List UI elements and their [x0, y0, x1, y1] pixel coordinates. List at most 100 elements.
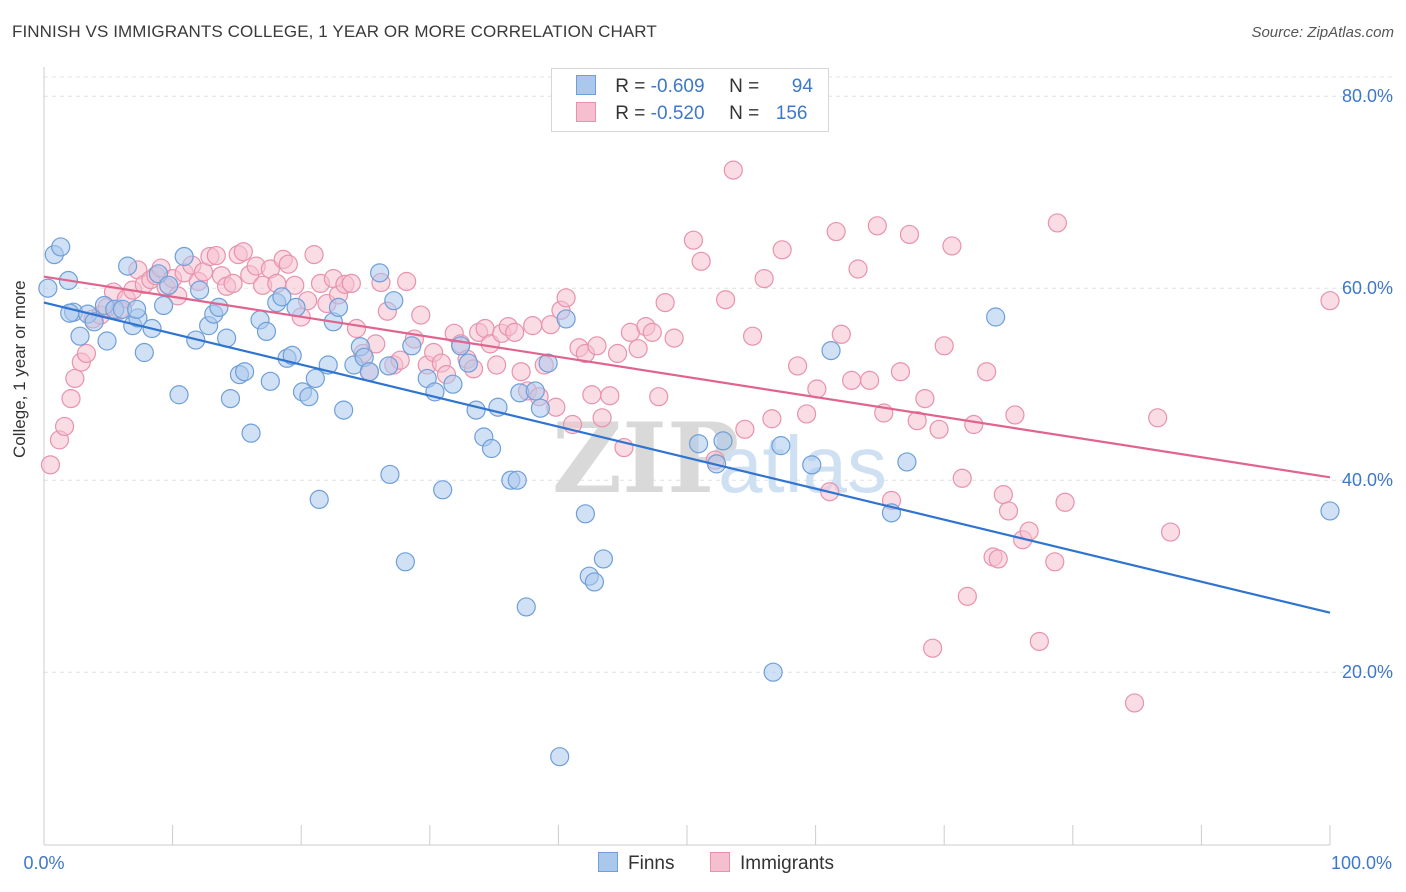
immigrants-point	[505, 322, 525, 342]
finns-point	[126, 299, 147, 319]
finns-point	[771, 436, 791, 456]
finns-point	[466, 400, 486, 420]
finns-point	[688, 434, 709, 454]
immigrants-n-label: N =	[729, 103, 760, 124]
immigrants-point	[40, 455, 61, 475]
finns-trend-line	[43, 301, 1331, 614]
finns-point	[70, 326, 90, 346]
immigrants-point	[223, 273, 243, 293]
immigrants-point	[942, 236, 962, 256]
immigrants-r-label: R =	[615, 103, 646, 124]
finns-point	[713, 431, 733, 451]
immigrants-point	[787, 356, 808, 376]
finns-point	[451, 336, 471, 356]
finns-point	[235, 362, 255, 382]
source-label: Source: ZipAtlas.com	[1251, 24, 1394, 41]
finns-point	[538, 353, 558, 373]
immigrants-point	[411, 305, 431, 325]
immigrants-point	[957, 586, 977, 606]
finns-point	[97, 331, 117, 351]
legend-row-finns: R = -0.609 N = 94	[576, 75, 813, 99]
immigrants-point	[842, 370, 862, 390]
finns-point	[256, 321, 277, 341]
finns-point	[220, 389, 241, 409]
immigrants-point	[1045, 552, 1065, 572]
finns-point	[458, 353, 478, 373]
finns-point	[384, 291, 404, 311]
immigrants-point	[762, 409, 782, 429]
immigrants-point	[754, 269, 774, 289]
finns-point	[328, 297, 349, 317]
immigrants-r-value: -0.520	[650, 103, 705, 124]
immigrants-point	[592, 408, 612, 428]
immigrants-point	[1029, 631, 1049, 652]
finns-point	[260, 371, 280, 391]
tick-labels: 20.0% 40.0% 60.0% 80.0% 0.0% 100.0%	[23, 86, 1393, 873]
immigrants-point	[907, 411, 927, 431]
finns-point	[38, 278, 58, 298]
finns-point	[763, 662, 783, 682]
finns-point	[334, 400, 354, 420]
immigrants-point	[735, 419, 755, 439]
immigrants-swatch	[576, 102, 596, 122]
immigrants-point	[642, 322, 662, 342]
immigrants-point	[655, 293, 675, 313]
x-tick-label: 100.0%	[1331, 853, 1392, 873]
immigrants-point	[867, 216, 887, 236]
finns-n-label: N =	[729, 76, 760, 97]
finns-point	[190, 280, 210, 300]
immigrants-point	[952, 468, 972, 488]
immigrants-point	[1047, 213, 1067, 233]
correlation-legend: R = -0.609 N = 94 R = -0.520 N = 156	[551, 68, 829, 132]
finns-point	[370, 263, 390, 283]
finns-point	[584, 572, 605, 592]
finns-r-label: R =	[615, 76, 646, 97]
finns-point	[117, 256, 138, 276]
finns-point	[380, 464, 400, 485]
immigrants-point	[664, 328, 684, 348]
immigrants-point	[278, 254, 298, 274]
immigrants-point	[977, 362, 997, 382]
immigrants-point	[742, 326, 763, 346]
finns-point	[897, 452, 917, 472]
immigrants-point	[587, 336, 607, 356]
immigrants-point	[607, 343, 628, 364]
immigrants-point	[964, 414, 984, 435]
y-tick-label: 80.0%	[1342, 86, 1393, 106]
finns-point	[1320, 501, 1340, 521]
immigrants-point	[1055, 492, 1075, 512]
immigrants-point	[998, 501, 1019, 521]
immigrants-point	[1148, 408, 1168, 428]
finns-point	[433, 480, 453, 500]
immigrants-point	[1005, 405, 1025, 425]
immigrants-point	[848, 259, 868, 279]
immigrants-point	[1124, 693, 1145, 713]
immigrants-point	[723, 160, 743, 180]
finns-point	[241, 423, 261, 443]
finns-point	[443, 374, 463, 394]
chart-title: FINNISH VS IMMIGRANTS COLLEGE, 1 YEAR OR…	[12, 22, 657, 41]
y-axis-label: College, 1 year or more	[10, 280, 29, 458]
finns-point	[556, 309, 576, 329]
immigrants-point	[915, 389, 935, 409]
bottom-legend-finns: Finns	[598, 852, 674, 875]
immigrants-point	[556, 288, 576, 308]
y-tick-label: 60.0%	[1342, 278, 1393, 298]
finns-point	[550, 747, 570, 767]
immigrants-point	[76, 343, 97, 364]
finns-point	[299, 387, 319, 407]
finns-point	[84, 312, 104, 332]
immigrants-point	[772, 240, 792, 260]
finns-swatch	[576, 75, 596, 95]
finns-point	[169, 385, 189, 405]
immigrants-point	[285, 275, 305, 295]
finns-point	[309, 489, 329, 509]
finns-point	[395, 552, 415, 572]
immigrants-point	[993, 485, 1013, 505]
finns-point	[272, 287, 292, 307]
immigrants-point	[649, 387, 669, 407]
immigrants-point	[628, 339, 648, 359]
finns-point	[379, 356, 399, 376]
immigrants-point	[61, 389, 81, 409]
